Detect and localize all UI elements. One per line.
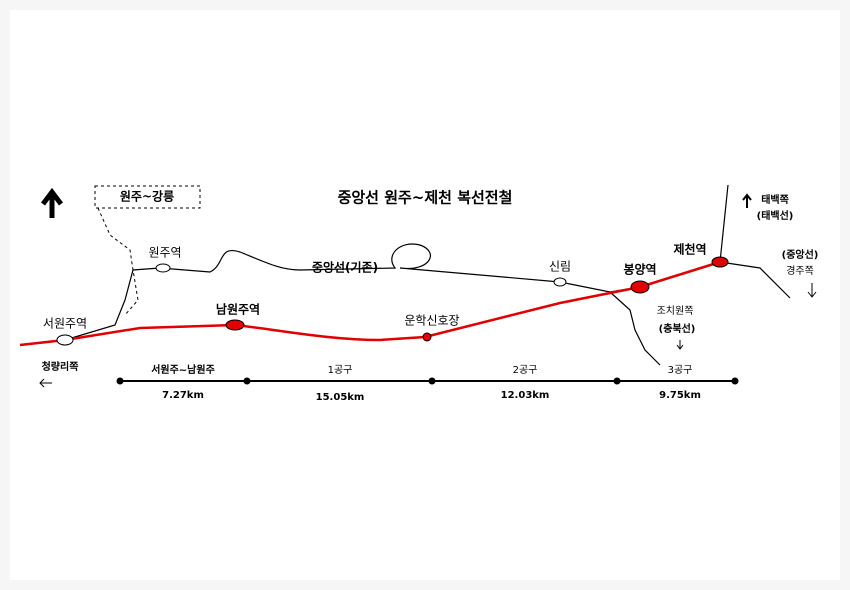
station-label: 원주역: [148, 246, 181, 260]
section-name: 3공구: [668, 364, 693, 376]
direction-label: 조치원쪽: [657, 305, 694, 317]
gyeongju-branch: [719, 261, 791, 299]
station-marker: [56, 334, 74, 346]
station-label: 신림: [549, 260, 571, 274]
direction-arrow: [807, 283, 817, 298]
canvas: [10, 10, 840, 580]
direction-label: (태백선): [757, 209, 794, 222]
station-marker: [155, 263, 171, 273]
existing-line: [19, 243, 641, 346]
scale-ticks: [116, 377, 739, 385]
direction-arrow: [742, 193, 752, 208]
direction-arrow: [676, 340, 684, 350]
direction-label: 청량리쪽: [42, 360, 79, 373]
branch-dashed-line: [97, 207, 139, 316]
station-marker: [553, 277, 567, 287]
section-name: 서원주~남원주: [151, 363, 215, 376]
section-name: 1공구: [328, 364, 353, 376]
direction-label: 경주쪽: [786, 264, 814, 277]
scale-tick: [243, 377, 251, 385]
station-label: 제천역: [673, 242, 706, 257]
scale-tick: [116, 377, 124, 385]
chungbuk-branch: [609, 291, 661, 366]
taebaek-branch: [719, 184, 729, 263]
station-marker: [630, 280, 650, 294]
north-arrow: [41, 187, 63, 218]
section-length: 9.75km: [659, 390, 701, 401]
branch-label: 원주~강릉: [120, 189, 174, 204]
scale-tick: [613, 377, 621, 385]
title: 중앙선 원주~제천 복선전철: [338, 189, 513, 207]
section-length: 15.05km: [316, 392, 365, 403]
direction-label: 태백쪽: [761, 193, 789, 206]
section-length: 12.03km: [501, 390, 550, 401]
station-marker: [225, 319, 245, 331]
branch-box: [94, 185, 201, 209]
line-label: 중앙선(기존): [312, 260, 378, 275]
station-label: 봉양역: [623, 262, 656, 277]
scale-tick: [731, 377, 739, 385]
direction-label: (중앙선): [782, 248, 819, 261]
station-marker: [422, 332, 432, 342]
section-length: 7.27km: [162, 390, 204, 401]
scale-tick: [428, 377, 436, 385]
station-marker: [711, 256, 729, 268]
direction-label: (충북선): [659, 322, 696, 335]
section-name: 2공구: [513, 364, 538, 376]
direction-arrow: [39, 378, 52, 388]
station-label: 서원주역: [43, 317, 87, 331]
station-label: 남원주역: [216, 302, 260, 317]
station-label: 운학신호장: [404, 314, 459, 328]
